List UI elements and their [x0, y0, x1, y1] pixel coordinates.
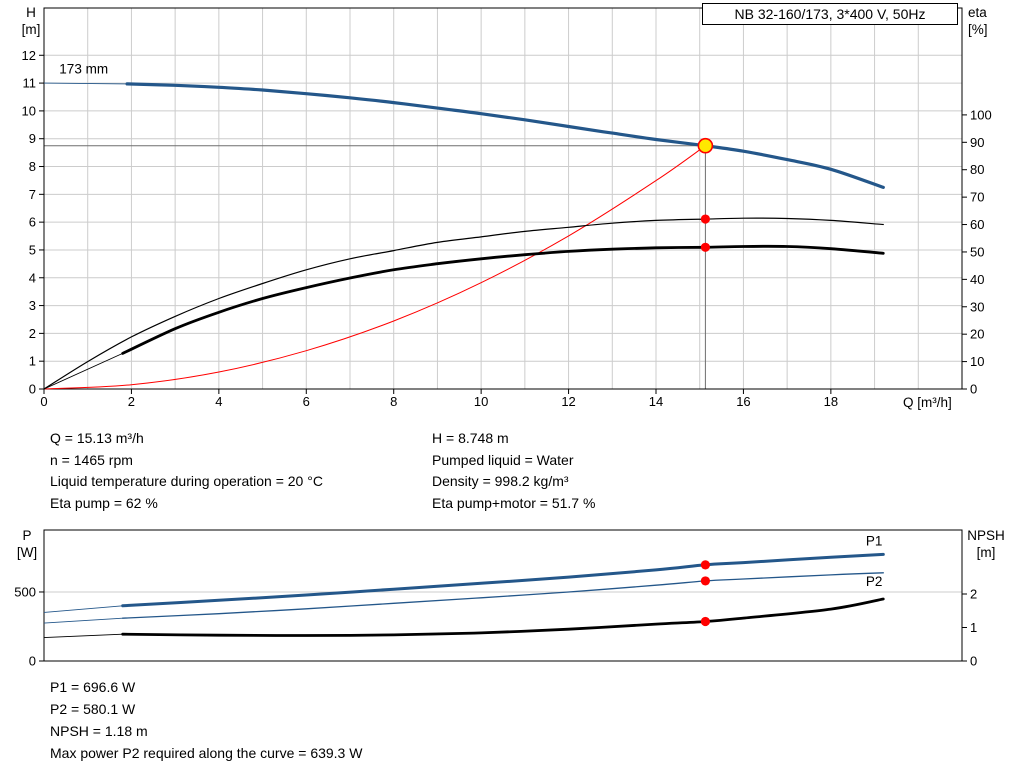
system-curve	[43, 145, 706, 390]
y-left-tick-label: 1	[29, 354, 36, 369]
head-curve-173mm-leader	[43, 82, 128, 85]
y-right-tick-label: 90	[970, 135, 984, 150]
head-axis-unit: [m]	[21, 22, 41, 37]
npsh-axis-unit: [m]	[976, 545, 996, 560]
y-right-tick-label: 80	[970, 162, 984, 177]
y-left-tick-label: 3	[29, 298, 36, 313]
max-power-note: Max power P2 required along the curve = …	[50, 745, 363, 761]
y-right-tick-label: 2	[970, 586, 977, 601]
y-right-tick-label: 60	[970, 217, 984, 232]
y-left-tick-label: 11	[23, 76, 37, 91]
y-left-tick-label: 12	[22, 48, 36, 63]
operating-point-dot	[700, 576, 710, 586]
p1-curve-leader	[43, 605, 123, 613]
duty-point-marker[interactable]	[697, 137, 714, 154]
x-tick-label: 4	[215, 394, 222, 409]
operating-point-dot	[700, 242, 710, 252]
npsh-value: NPSH = 1.18 m	[50, 723, 148, 739]
p2-curve-leader	[43, 617, 123, 624]
speed-value: n = 1465 rpm	[50, 451, 133, 468]
y-left-tick-label: 8	[29, 159, 36, 174]
p2-value: P2 = 580.1 W	[50, 701, 136, 717]
power-axis-symbol: P	[22, 528, 32, 543]
npsh-curve	[121, 597, 885, 637]
operating-point-dot	[700, 560, 710, 570]
x-tick-label: 10	[474, 394, 488, 409]
head-axis-title: H [m]	[17, 4, 45, 38]
power-npsh-chart[interactable]: 0 500 0 1 2 P1 P2	[0, 525, 1024, 675]
npsh-axis-title: NPSH [m]	[962, 527, 1010, 561]
y-left-tick-label: 5	[29, 242, 36, 257]
curve-label: P1	[866, 533, 883, 548]
operating-point-dot	[700, 616, 710, 627]
npsh-axis-symbol: NPSH	[967, 528, 1005, 543]
y-right-tick-label: 30	[970, 299, 984, 314]
liquid-temperature-value: Liquid temperature during operation = 20…	[50, 473, 323, 489]
y-right-tick-label: 1	[970, 620, 977, 635]
y-left-tick-label: 0	[29, 382, 36, 397]
curve-label: 173 mm	[59, 61, 108, 76]
npsh-curve-leader	[43, 633, 123, 638]
eta-pump-value: Eta pump = 62 %	[50, 494, 158, 511]
x-tick-label: 12	[561, 394, 575, 409]
operating-data-right-column: H = 8.748 m Pumped liquid = Water Densit…	[432, 428, 595, 514]
p1-curve	[121, 552, 885, 608]
plot-frame	[43, 7, 963, 390]
head-curve-173mm	[125, 82, 885, 189]
eta-pump-motor-curve	[121, 244, 885, 355]
y-right-tick-label: 0	[970, 382, 977, 397]
pumped-liquid-value: Pumped liquid = Water	[432, 451, 574, 468]
y-right-tick-label: 20	[970, 327, 984, 342]
y-right-tick-label: 100	[970, 107, 992, 122]
y-right-tick-label: 10	[970, 354, 984, 369]
power-axis-title: P [W]	[12, 527, 42, 561]
power-data-column: P1 = 696.6 W P2 = 580.1 W NPSH = 1.18 m …	[50, 676, 362, 764]
flow-value: Q = 15.13 m³/h	[50, 430, 144, 446]
pump-title-box: NB 32-160/173, 3*400 V, 50Hz	[702, 3, 958, 25]
x-tick-label: 8	[390, 394, 397, 409]
curve-label: P2	[866, 574, 883, 589]
x-tick-label: 6	[303, 394, 310, 409]
eta-axis-title: eta [%]	[968, 4, 988, 38]
eta-axis-unit: [%]	[968, 22, 988, 37]
p2-curve	[122, 572, 884, 619]
y-left-tick-label: 500	[14, 584, 36, 599]
p1-value: P1 = 696.6 W	[50, 679, 136, 695]
y-left-tick-label: 2	[29, 326, 36, 341]
y-left-tick-label: 0	[29, 654, 36, 669]
x-tick-label: 14	[649, 394, 663, 409]
x-tick-label: 18	[824, 394, 838, 409]
eta-axis-symbol: eta	[968, 5, 987, 20]
eta-pump-motor-value: Eta pump+motor = 51.7 %	[432, 494, 596, 511]
head-value: H = 8.748 m	[432, 430, 509, 446]
y-left-tick-label: 7	[29, 187, 36, 202]
plot-frame	[43, 529, 963, 662]
power-axis-unit: [W]	[16, 545, 38, 560]
eta-pump-curve	[43, 217, 884, 390]
operating-data-left-column: Q = 15.13 m³/h n = 1465 rpm Liquid tempe…	[50, 428, 323, 514]
y-right-tick-label: 50	[970, 244, 984, 259]
y-left-tick-label: 6	[29, 215, 36, 230]
eta-pump-motor-curve-leader	[43, 352, 123, 390]
y-left-tick-label: 10	[22, 103, 36, 118]
y-left-tick-label: 9	[29, 131, 36, 146]
y-left-tick-label: 4	[29, 270, 36, 285]
qh-eta-chart[interactable]: 0 2 4 6 8 10 12 14 16 180123456789101112010203040…	[0, 0, 1024, 420]
head-axis-symbol: H	[26, 5, 36, 20]
density-value: Density = 998.2 kg/m³	[432, 473, 569, 489]
y-right-tick-label: 70	[970, 190, 984, 205]
flow-axis-title: Q [m³/h]	[903, 395, 952, 410]
operating-point-dot	[700, 214, 710, 224]
x-tick-label: 0	[40, 394, 47, 409]
x-tick-label: 2	[128, 394, 135, 409]
y-right-tick-label: 0	[970, 654, 977, 669]
y-right-tick-label: 40	[970, 272, 984, 287]
x-tick-label: 16	[736, 394, 750, 409]
